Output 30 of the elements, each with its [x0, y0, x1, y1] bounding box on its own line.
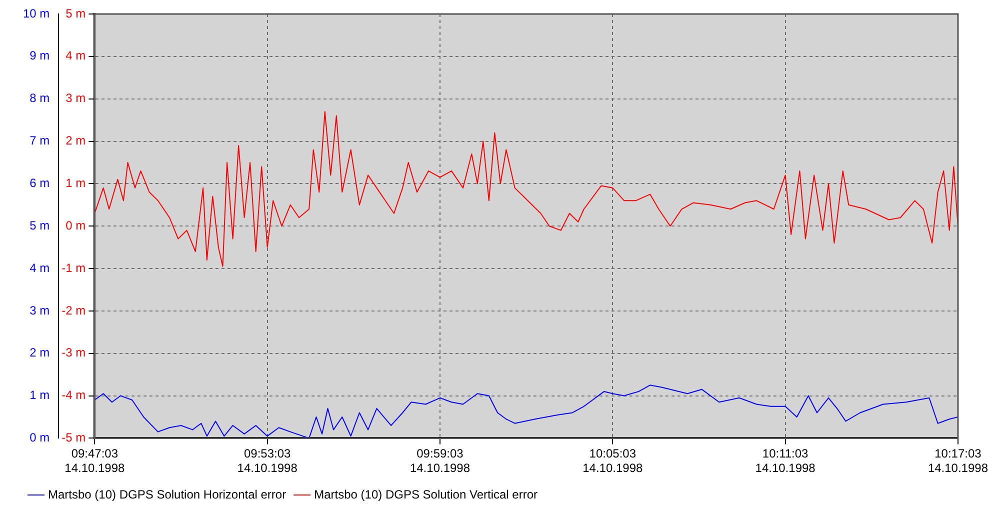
- x-tick-label: 09:53:03 14.10.1998: [237, 446, 298, 476]
- x-tick-label: 09:59:03 14.10.1998: [410, 446, 470, 476]
- y2-tick-label: 1 m: [66, 176, 86, 190]
- y-tick-label: 9 m: [30, 48, 50, 63]
- y2-tick-label: -4 m: [62, 388, 86, 402]
- y2-tick-label: 2 m: [66, 134, 86, 148]
- y2-tick-label: -1 m: [62, 260, 86, 275]
- y2-tick-label: -2 m: [62, 303, 86, 318]
- y-tick-label: 5 m: [30, 218, 50, 232]
- x-tick-label: 10:17:03 14.10.1998: [928, 446, 988, 476]
- legend-label: Martsbo (10) DGPS Solution Horizontal error: [48, 487, 286, 502]
- y2-tick-label: 0 m: [66, 218, 86, 232]
- y-tick-label: 1 m: [30, 388, 50, 402]
- x-tick-label: 10:11:03 14.10.1998: [755, 446, 816, 476]
- x-tick-label: 10:05:03 14.10.1998: [582, 446, 644, 476]
- y-tick-label: 2 m: [30, 346, 50, 360]
- y2-tick-label: -5 m: [62, 430, 86, 445]
- legend-label: Martsbo (10) DGPS Solution Vertical error: [314, 487, 538, 502]
- y-tick-label: 8 m: [30, 91, 50, 106]
- y-tick-label: 3 m: [30, 303, 50, 318]
- y-tick-label: 7 m: [30, 134, 50, 148]
- y-tick-label: 4 m: [30, 260, 50, 275]
- y-tick-label: 10 m: [22, 6, 50, 20]
- y2-tick-label: -3 m: [62, 346, 86, 360]
- y-tick-label: 0 m: [30, 430, 50, 445]
- y-tick-label: 6 m: [30, 176, 50, 190]
- x-tick-label: 09:47:03 14.10.1998: [64, 446, 126, 476]
- y2-tick-label: 5 m: [66, 6, 86, 20]
- y2-tick-label: 3 m: [66, 91, 86, 106]
- y2-tick-label: 4 m: [66, 48, 86, 63]
